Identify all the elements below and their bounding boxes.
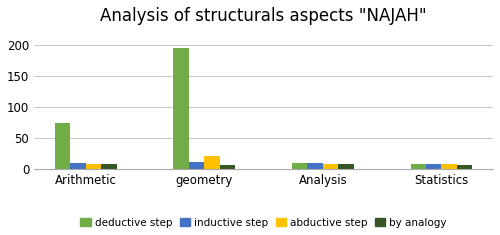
Bar: [55, 123, 70, 169]
Title: Analysis of structurals aspects "NAJAH": Analysis of structurals aspects "NAJAH": [100, 7, 427, 25]
Legend: deductive step, inductive step, abductive step, by analogy: deductive step, inductive step, abductiv…: [76, 214, 451, 232]
Bar: [292, 163, 308, 169]
Bar: [323, 164, 338, 169]
Bar: [308, 163, 323, 169]
Bar: [410, 164, 426, 169]
Bar: [70, 163, 86, 169]
Bar: [101, 164, 116, 169]
Bar: [442, 164, 457, 169]
Bar: [426, 164, 442, 169]
Bar: [338, 164, 353, 169]
Bar: [174, 48, 189, 169]
Bar: [189, 162, 204, 169]
Bar: [457, 165, 472, 169]
Bar: [220, 165, 235, 169]
Bar: [86, 164, 101, 169]
Bar: [204, 156, 220, 169]
